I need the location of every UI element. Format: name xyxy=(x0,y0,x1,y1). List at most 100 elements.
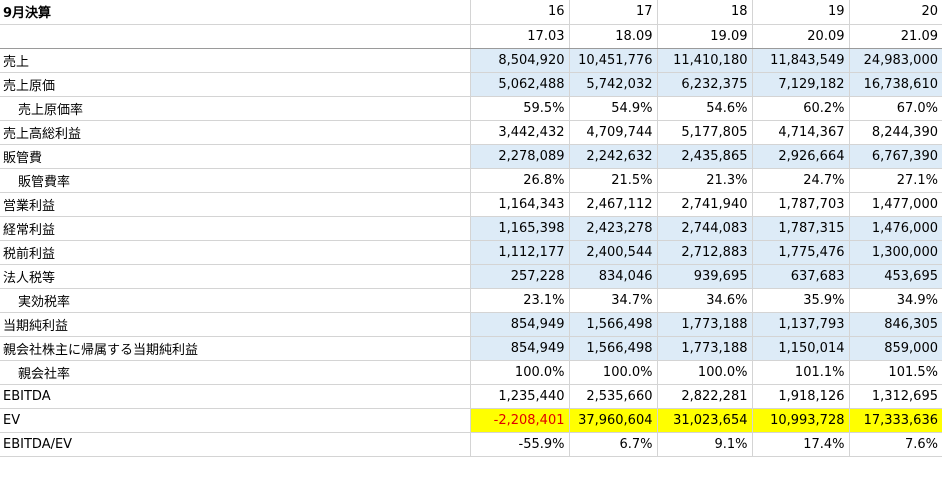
value-cell[interactable]: 2,926,664 xyxy=(751,144,849,169)
value-cell[interactable]: 2,744,083 xyxy=(656,216,752,241)
value-cell[interactable]: 834,046 xyxy=(568,264,657,289)
period-cell[interactable]: 19 xyxy=(751,0,849,25)
value-cell[interactable]: 846,305 xyxy=(848,312,942,337)
value-cell[interactable]: 101.5% xyxy=(848,360,942,385)
row-label-cell[interactable]: EBITDA xyxy=(0,384,470,409)
value-cell[interactable]: -2,208,401 xyxy=(469,408,569,433)
value-cell[interactable]: 1,566,498 xyxy=(568,336,657,361)
value-cell[interactable]: 5,742,032 xyxy=(568,72,657,97)
value-cell[interactable]: 26.8% xyxy=(469,168,569,193)
value-cell[interactable]: 54.6% xyxy=(656,96,752,121)
value-cell[interactable]: 637,683 xyxy=(751,264,849,289)
row-label-cell[interactable]: 売上 xyxy=(0,48,470,73)
value-cell[interactable]: 21.5% xyxy=(568,168,657,193)
row-label-cell[interactable]: 売上高総利益 xyxy=(0,120,470,145)
row-label-cell[interactable]: 親会社率 xyxy=(0,360,470,385)
value-cell[interactable]: 17.4% xyxy=(751,432,849,457)
row-label-cell[interactable]: 販管費率 xyxy=(0,168,470,193)
value-cell[interactable]: 100.0% xyxy=(469,360,569,385)
value-cell[interactable]: 2,712,883 xyxy=(656,240,752,265)
row-label-cell[interactable]: 経常利益 xyxy=(0,216,470,241)
date-cell[interactable]: 19.09 xyxy=(656,24,752,49)
value-cell[interactable]: 34.7% xyxy=(568,288,657,313)
value-cell[interactable]: 101.1% xyxy=(751,360,849,385)
value-cell[interactable]: 2,435,865 xyxy=(656,144,752,169)
date-cell[interactable]: 20.09 xyxy=(751,24,849,49)
value-cell[interactable]: 2,242,632 xyxy=(568,144,657,169)
value-cell[interactable]: 10,993,728 xyxy=(751,408,849,433)
value-cell[interactable]: 854,949 xyxy=(469,312,569,337)
value-cell[interactable]: 8,244,390 xyxy=(848,120,942,145)
value-cell[interactable]: 31,023,654 xyxy=(656,408,752,433)
value-cell[interactable]: 1,787,703 xyxy=(751,192,849,217)
date-cell[interactable]: 18.09 xyxy=(568,24,657,49)
value-cell[interactable]: 2,535,660 xyxy=(568,384,657,409)
value-cell[interactable]: 1,918,126 xyxy=(751,384,849,409)
value-cell[interactable]: 2,278,089 xyxy=(469,144,569,169)
value-cell[interactable]: 67.0% xyxy=(848,96,942,121)
empty-cell[interactable] xyxy=(0,24,470,49)
value-cell[interactable]: 1,477,000 xyxy=(848,192,942,217)
value-cell[interactable]: 4,714,367 xyxy=(751,120,849,145)
row-label-cell[interactable]: 親会社株主に帰属する当期純利益 xyxy=(0,336,470,361)
value-cell[interactable]: 8,504,920 xyxy=(469,48,569,73)
value-cell[interactable]: 27.1% xyxy=(848,168,942,193)
value-cell[interactable]: 1,137,793 xyxy=(751,312,849,337)
date-cell[interactable]: 21.09 xyxy=(848,24,942,49)
value-cell[interactable]: 1,112,177 xyxy=(469,240,569,265)
value-cell[interactable]: 2,400,544 xyxy=(568,240,657,265)
row-label-cell[interactable]: 売上原価 xyxy=(0,72,470,97)
value-cell[interactable]: 1,775,476 xyxy=(751,240,849,265)
value-cell[interactable]: 24.7% xyxy=(751,168,849,193)
value-cell[interactable]: 34.9% xyxy=(848,288,942,313)
value-cell[interactable]: 23.1% xyxy=(469,288,569,313)
value-cell[interactable]: 1,773,188 xyxy=(656,336,752,361)
value-cell[interactable]: 1,312,695 xyxy=(848,384,942,409)
value-cell[interactable]: 21.3% xyxy=(656,168,752,193)
value-cell[interactable]: 1,773,188 xyxy=(656,312,752,337)
value-cell[interactable]: 60.2% xyxy=(751,96,849,121)
value-cell[interactable]: 1,566,498 xyxy=(568,312,657,337)
value-cell[interactable]: 16,738,610 xyxy=(848,72,942,97)
value-cell[interactable]: 854,949 xyxy=(469,336,569,361)
value-cell[interactable]: 1,165,398 xyxy=(469,216,569,241)
row-label-cell[interactable]: EBITDA/EV xyxy=(0,432,470,457)
value-cell[interactable]: 35.9% xyxy=(751,288,849,313)
row-label-cell[interactable]: EV xyxy=(0,408,470,433)
value-cell[interactable]: 3,442,432 xyxy=(469,120,569,145)
row-label-cell[interactable]: 当期純利益 xyxy=(0,312,470,337)
value-cell[interactable]: 2,822,281 xyxy=(656,384,752,409)
value-cell[interactable]: 37,960,604 xyxy=(568,408,657,433)
row-label-cell[interactable]: 法人税等 xyxy=(0,264,470,289)
value-cell[interactable]: 939,695 xyxy=(656,264,752,289)
value-cell[interactable]: 59.5% xyxy=(469,96,569,121)
row-label-cell[interactable]: 税前利益 xyxy=(0,240,470,265)
row-label-cell[interactable]: 販管費 xyxy=(0,144,470,169)
value-cell[interactable]: 11,410,180 xyxy=(656,48,752,73)
value-cell[interactable]: 7,129,182 xyxy=(751,72,849,97)
value-cell[interactable]: 257,228 xyxy=(469,264,569,289)
value-cell[interactable]: 1,235,440 xyxy=(469,384,569,409)
value-cell[interactable]: 2,467,112 xyxy=(568,192,657,217)
period-cell[interactable]: 20 xyxy=(848,0,942,25)
value-cell[interactable]: 100.0% xyxy=(656,360,752,385)
value-cell[interactable]: -55.9% xyxy=(469,432,569,457)
value-cell[interactable]: 17,333,636 xyxy=(848,408,942,433)
value-cell[interactable]: 6.7% xyxy=(568,432,657,457)
value-cell[interactable]: 9.1% xyxy=(656,432,752,457)
date-cell[interactable]: 17.03 xyxy=(469,24,569,49)
value-cell[interactable]: 5,062,488 xyxy=(469,72,569,97)
value-cell[interactable]: 7.6% xyxy=(848,432,942,457)
value-cell[interactable]: 2,741,940 xyxy=(656,192,752,217)
value-cell[interactable]: 34.6% xyxy=(656,288,752,313)
row-label-cell[interactable]: 売上原価率 xyxy=(0,96,470,121)
period-cell[interactable]: 16 xyxy=(469,0,569,25)
value-cell[interactable]: 1,150,014 xyxy=(751,336,849,361)
value-cell[interactable]: 1,787,315 xyxy=(751,216,849,241)
value-cell[interactable]: 1,164,343 xyxy=(469,192,569,217)
value-cell[interactable]: 6,232,375 xyxy=(656,72,752,97)
period-cell[interactable]: 18 xyxy=(656,0,752,25)
value-cell[interactable]: 1,300,000 xyxy=(848,240,942,265)
period-cell[interactable]: 17 xyxy=(568,0,657,25)
value-cell[interactable]: 11,843,549 xyxy=(751,48,849,73)
